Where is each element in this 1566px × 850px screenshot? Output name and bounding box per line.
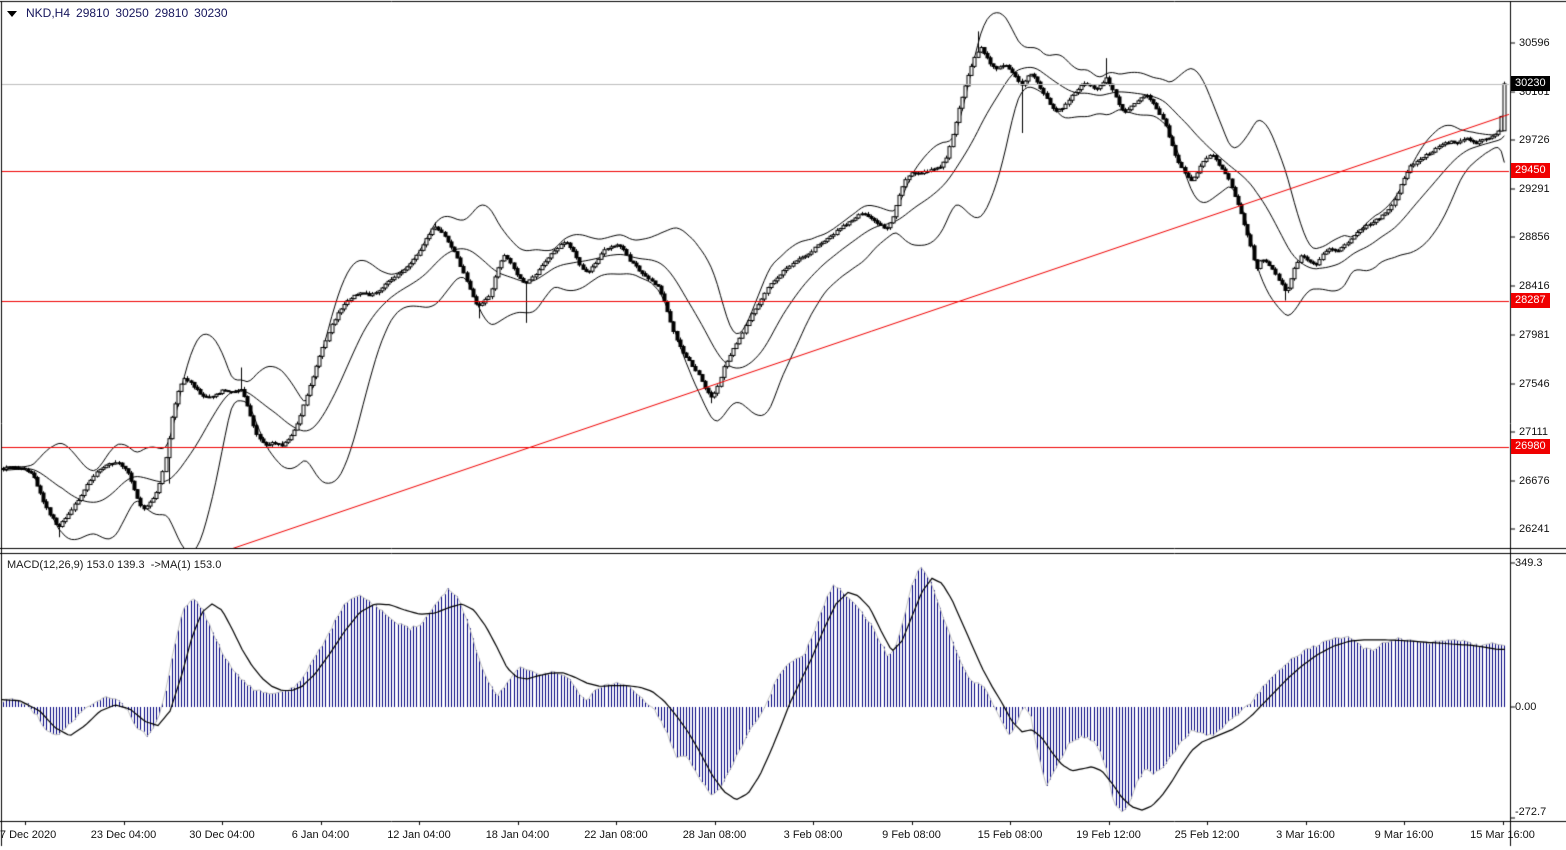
macd-indicator-label: MACD(12,26,9) 153.0 139.3 ->MA(1) 153.0 (7, 559, 222, 571)
close-value: 30230 (194, 6, 228, 20)
time-axis-label: 25 Feb 12:00 (1174, 829, 1240, 841)
time-axis-label: 18 Jan 04:00 (485, 829, 550, 841)
time-axis-label: 9 Mar 16:00 (1374, 829, 1434, 841)
price-axis-tick-label: 28856 (1519, 231, 1550, 244)
current-price-label: 30230 (1511, 75, 1550, 91)
time-axis-label: 28 Jan 08:00 (682, 829, 747, 841)
price-axis-tick-label: 29726 (1519, 134, 1550, 147)
macd-axis-tick-label: 349.3 (1515, 557, 1543, 569)
time-axis-label: 15 Mar 16:00 (1470, 829, 1535, 841)
level-price-label[interactable]: 29450 (1511, 162, 1550, 178)
time-axis-label: 19 Feb 12:00 (1076, 829, 1141, 841)
time-axis-label: 15 Feb 08:00 (977, 829, 1043, 841)
open-value: 29810 (76, 6, 110, 20)
high-value: 30250 (115, 6, 149, 20)
macd-axis-tick-label: -272.7 (1515, 806, 1547, 818)
price-axis-tick-label: 29291 (1519, 182, 1550, 195)
time-axis-label: 6 Jan 04:00 (291, 829, 350, 841)
time-axis-label: 22 Jan 08:00 (584, 829, 648, 841)
level-price-label[interactable]: 26980 (1511, 438, 1550, 454)
level-price-label[interactable]: 28287 (1511, 292, 1550, 308)
price-axis-tick-label: 27111 (1519, 426, 1548, 439)
time-axis-label: 9 Feb 08:00 (882, 829, 941, 841)
time-axis-label: 23 Dec 04:00 (90, 829, 157, 841)
time-axis-label: 30 Dec 04:00 (189, 829, 255, 841)
symbol-period-label: NKD,H4 (26, 6, 71, 20)
price-axis-tick-label: 26676 (1519, 474, 1550, 487)
time-axis-label: 17 Dec 2020 (0, 829, 57, 841)
price-axis-tick-label: 27981 (1519, 329, 1550, 342)
time-axis-label: 3 Mar 16:00 (1276, 829, 1335, 841)
macd-axis-tick-label: 0.00 (1515, 701, 1537, 713)
chart-menu-arrow-icon[interactable] (7, 11, 17, 17)
low-value: 29810 (154, 6, 189, 20)
price-axis-tick-label: 27546 (1519, 377, 1550, 390)
price-axis-tick-label: 30596 (1519, 37, 1550, 49)
chart-header: NKD,H4 29810 30250 29810 30230 (7, 6, 228, 20)
price-axis-tick-label: 28416 (1519, 280, 1550, 293)
time-axis-label: 12 Jan 04:00 (387, 829, 451, 841)
price-axis-tick-label: 26241 (1519, 523, 1550, 536)
time-axis-label: 3 Feb 08:00 (783, 829, 843, 841)
